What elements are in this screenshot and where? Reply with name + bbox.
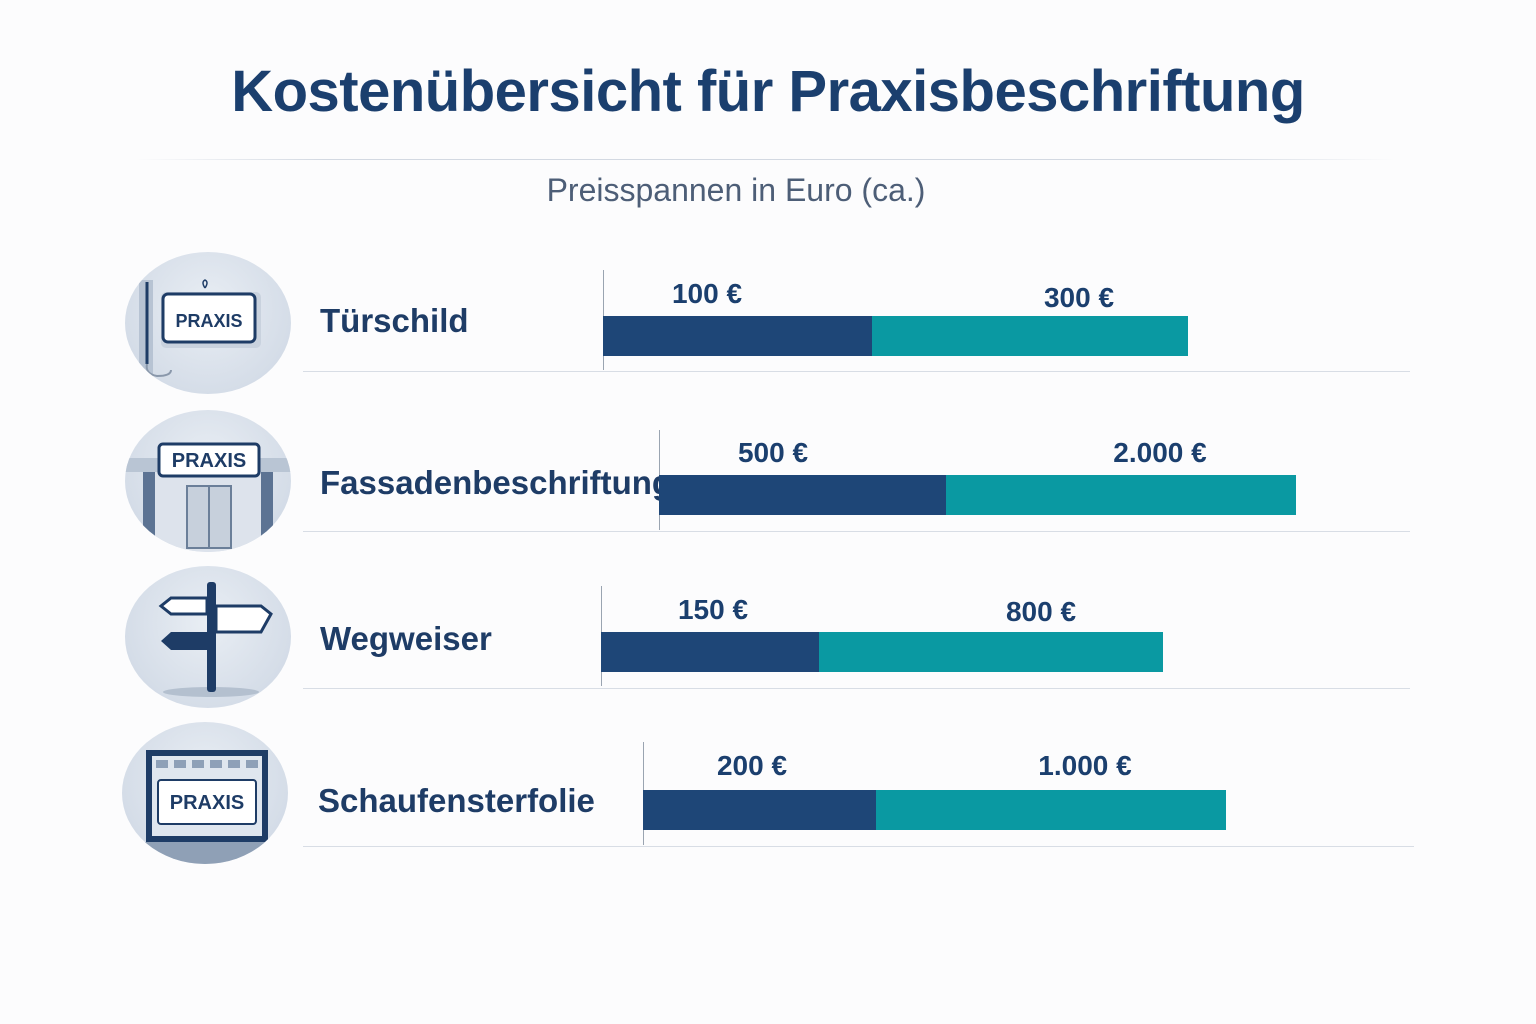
bar-max-price xyxy=(872,316,1188,356)
min-price-label: 500 € xyxy=(737,437,809,468)
street xyxy=(122,842,288,864)
shop-window-icon: PRAXIS xyxy=(122,722,288,864)
subtitle: Preisspannen in Euro (ca.) xyxy=(546,172,926,208)
window-pane xyxy=(156,760,168,768)
facade-sign-icon: PRAXIS xyxy=(125,410,291,552)
max-price-label: 2.000 € xyxy=(1113,437,1207,468)
bar-max-price xyxy=(819,632,1163,672)
door-handle xyxy=(145,363,172,378)
title-divider xyxy=(135,159,1395,160)
max-price-label: 300 € xyxy=(1043,282,1115,313)
window-pane xyxy=(246,760,258,768)
row-divider xyxy=(303,531,1410,532)
sign-post xyxy=(207,582,216,692)
row-divider xyxy=(303,846,1414,847)
sign-text: PRAXIS xyxy=(170,792,244,814)
category-label: Schaufensterfolie xyxy=(318,782,595,819)
signpost-icon xyxy=(125,566,291,708)
window-pane xyxy=(210,760,222,768)
window-pane xyxy=(192,760,204,768)
bar-min-price xyxy=(601,632,819,672)
sign-text: PRAXIS xyxy=(175,311,242,331)
sign-plate xyxy=(157,442,261,478)
category-label: Fassadenbeschriftung xyxy=(320,464,673,501)
sign-plate xyxy=(161,292,257,344)
bar-min-price xyxy=(643,790,876,830)
facade-pillar-right xyxy=(261,472,273,552)
page-title: Kostenübersicht für Praxisbeschriftung xyxy=(231,59,1305,124)
window-pane xyxy=(174,760,186,768)
sign-text: PRAXIS xyxy=(172,450,246,472)
min-price-label: 200 € xyxy=(716,750,788,781)
category-label: Türschild xyxy=(320,302,469,339)
arrow-right xyxy=(214,604,273,634)
row-divider xyxy=(303,371,1410,372)
arrow-left-bottom xyxy=(161,632,207,650)
max-price-label: 1.000 € xyxy=(1038,750,1132,781)
bar-min-price xyxy=(659,475,946,515)
min-price-label: 100 € xyxy=(671,278,743,309)
min-price-label: 150 € xyxy=(677,594,749,625)
door-sign-icon: PRAXIS xyxy=(125,252,291,394)
row-divider xyxy=(303,688,1410,689)
window-pane xyxy=(228,760,240,768)
sign-hook xyxy=(202,279,208,289)
bar-max-price xyxy=(946,475,1296,515)
bar-max-price xyxy=(876,790,1226,830)
window-foil xyxy=(157,779,257,825)
facade-pillar-left xyxy=(143,472,155,552)
max-price-label: 800 € xyxy=(1005,596,1077,627)
category-label: Wegweiser xyxy=(320,620,492,657)
arrow-left-top xyxy=(158,596,209,616)
bar-min-price xyxy=(603,316,872,356)
